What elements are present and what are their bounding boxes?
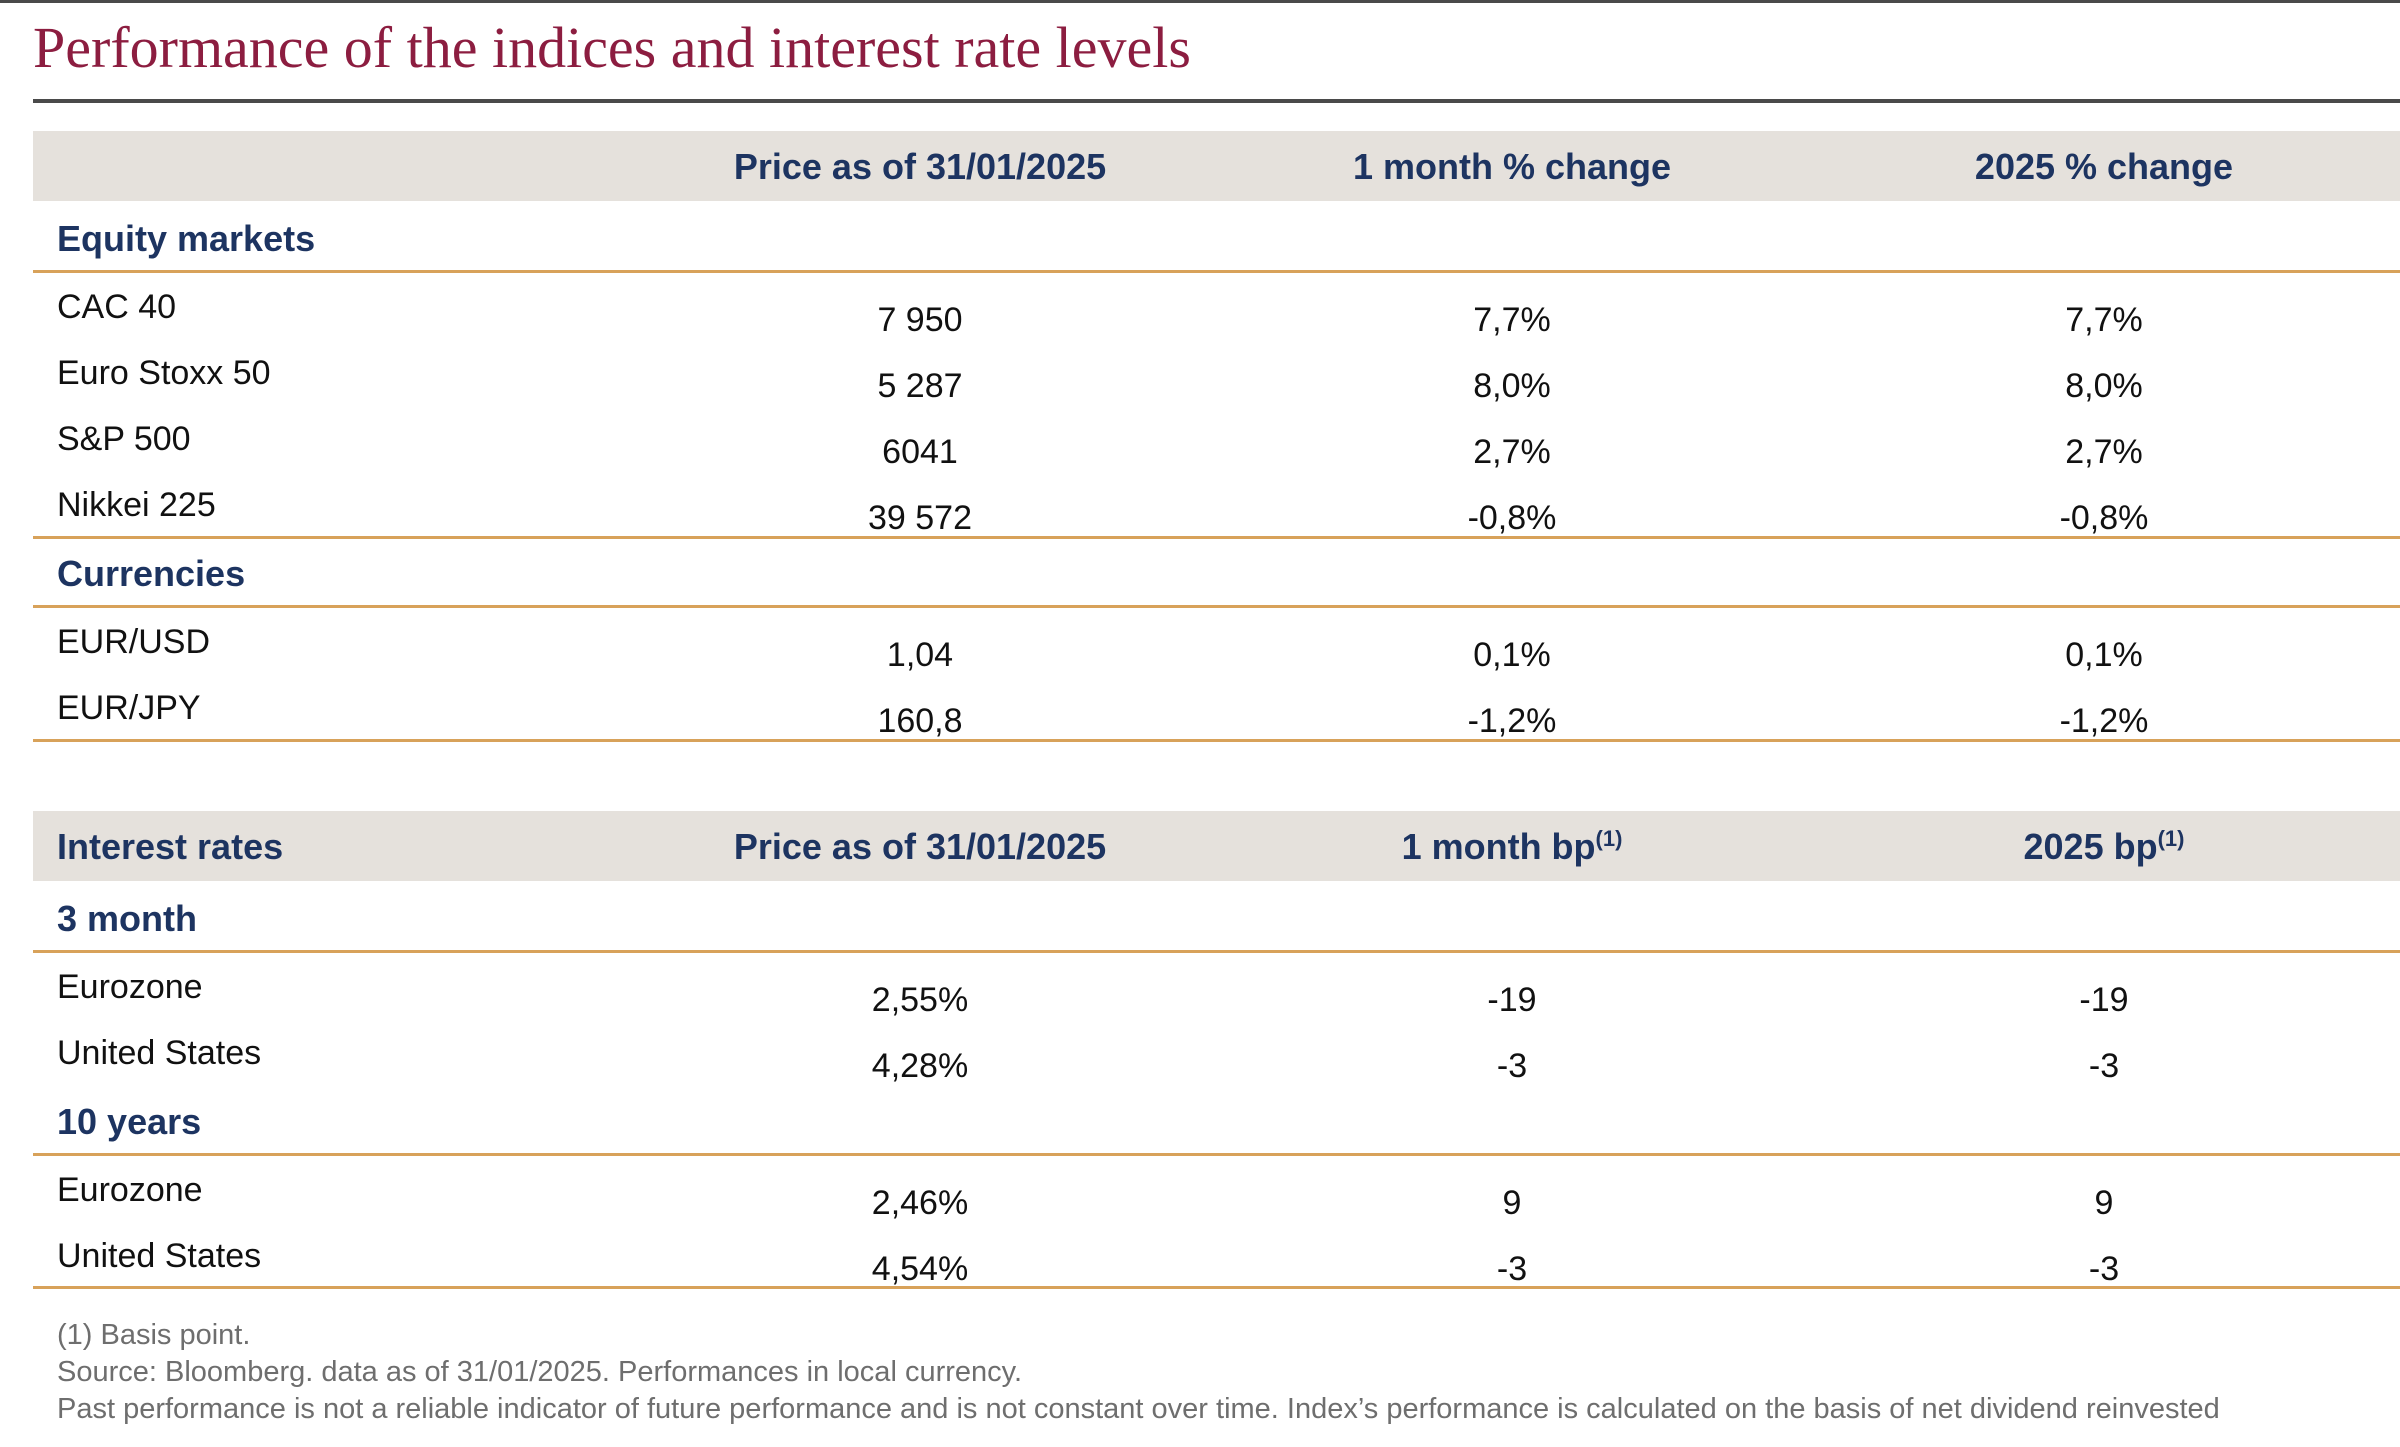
row-price: 2,55% (871, 981, 969, 1019)
section-rule (33, 739, 2400, 742)
row-month-change: -0,8% (1467, 499, 1557, 537)
row-name: CAC 40 (57, 288, 177, 326)
row-price: 6041 (882, 433, 958, 471)
row-name: United States (57, 1237, 262, 1275)
row-ytd-change: 8,0% (2065, 367, 2143, 405)
column-header-interest-rates: Interest rates (57, 826, 284, 867)
column-header-1-month-change: 1 month % change (1352, 146, 1672, 187)
section-label-currencies: Currencies (57, 553, 246, 594)
section-rule (33, 536, 2400, 539)
column-header-price: Price as of 31/01/2025 (733, 146, 1107, 187)
row-name: United States (57, 1034, 262, 1072)
table-header-band (33, 131, 2400, 201)
row-price: 7 950 (877, 301, 963, 339)
row-month-change: 2,7% (1473, 433, 1551, 471)
section-label-3-month: 3 month (57, 898, 197, 939)
footnote-marker: (1) (2157, 826, 2185, 851)
row-ytd-change: -1,2% (2059, 702, 2149, 740)
row-month-bp: -3 (1496, 1250, 1528, 1288)
row-price: 4,28% (871, 1047, 969, 1085)
row-price: 5 287 (877, 367, 963, 405)
row-name: Euro Stoxx 50 (57, 354, 271, 392)
row-month-bp: -3 (1496, 1047, 1528, 1085)
footnote-marker: (1) (1595, 826, 1623, 851)
section-rule (33, 1153, 2400, 1156)
row-price: 160,8 (877, 702, 963, 740)
column-header-price: Price as of 31/01/2025 (733, 826, 1107, 867)
section-rule (33, 950, 2400, 953)
top-rule (0, 0, 2400, 3)
row-price: 1,04 (886, 636, 954, 674)
row-month-change: 0,1% (1473, 636, 1551, 674)
row-ytd-bp: 9 (2094, 1184, 2114, 1222)
row-month-change: -1,2% (1467, 702, 1557, 740)
page-title: Performance of the indices and interest … (33, 15, 1191, 80)
footnote-basis-point: (1) Basis point. (57, 1319, 251, 1351)
section-label-equity-markets: Equity markets (57, 218, 316, 259)
row-month-bp: 9 (1502, 1184, 1522, 1222)
row-name: Nikkei 225 (57, 486, 216, 524)
row-ytd-bp: -19 (2079, 981, 2129, 1019)
row-ytd-bp: -3 (2088, 1250, 2120, 1288)
row-ytd-change: -0,8% (2059, 499, 2149, 537)
column-header-2025-bp: 2025 bp(1) (2023, 826, 2185, 867)
column-header-2025-change: 2025 % change (1974, 146, 2234, 187)
row-price: 4,54% (871, 1250, 969, 1288)
row-month-change: 7,7% (1473, 301, 1551, 339)
row-name: S&P 500 (57, 420, 191, 458)
footnote-source: Source: Bloomberg. data as of 31/01/2025… (57, 1356, 1023, 1388)
row-name: Eurozone (57, 968, 203, 1006)
row-month-change: 8,0% (1473, 367, 1551, 405)
section-label-10-years: 10 years (57, 1101, 202, 1142)
row-price: 2,46% (871, 1184, 969, 1222)
row-name: Eurozone (57, 1171, 203, 1209)
row-ytd-bp: -3 (2088, 1047, 2120, 1085)
row-month-bp: -19 (1487, 981, 1537, 1019)
table-header-band (33, 811, 2400, 881)
section-rule (33, 605, 2400, 608)
column-header-1-month-bp: 1 month bp(1) (1401, 826, 1623, 867)
row-price: 39 572 (868, 499, 972, 537)
row-name: EUR/USD (57, 623, 211, 661)
row-ytd-change: 7,7% (2065, 301, 2143, 339)
row-name: EUR/JPY (57, 689, 201, 727)
footnote-disclaimer: Past performance is not a reliable indic… (57, 1393, 2220, 1425)
row-ytd-change: 2,7% (2065, 433, 2143, 471)
section-rule (33, 1286, 2400, 1289)
section-rule (33, 270, 2400, 273)
row-ytd-change: 0,1% (2065, 636, 2143, 674)
title-rule (33, 99, 2400, 103)
